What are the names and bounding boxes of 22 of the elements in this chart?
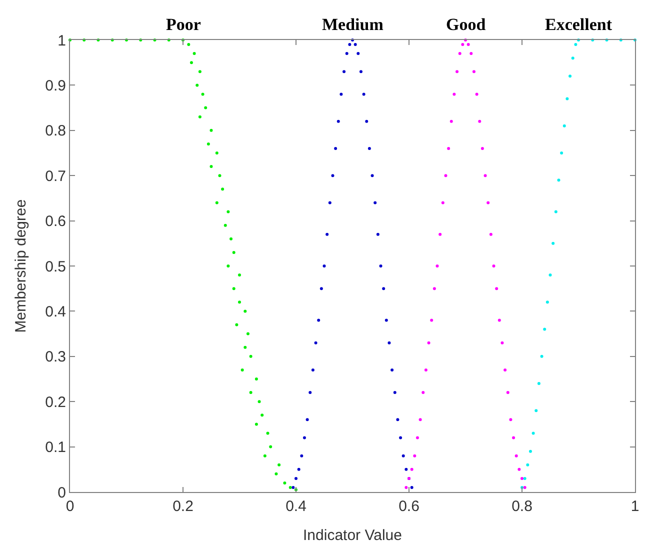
series-label: Poor (166, 15, 202, 34)
y-tick-label: 0.7 (45, 168, 66, 185)
y-tick-label: 0.9 (45, 77, 66, 94)
y-tick-label: 0.3 (45, 348, 66, 366)
x-tick-label: 1 (630, 498, 640, 515)
x-tick-label: 0.6 (398, 498, 420, 515)
y-tick-label: 0 (58, 484, 66, 502)
y-tick-label: 0.2 (45, 394, 66, 411)
y-tick-label: 0.1 (45, 439, 66, 456)
series-label: Excellent (545, 15, 612, 34)
y-tick-label: 0.4 (45, 303, 66, 320)
y-tick-label: 0.6 (45, 213, 66, 230)
y-tick-label: 0.5 (45, 258, 66, 276)
y-tick-label: 0.8 (45, 122, 66, 140)
series-label: Good (446, 15, 486, 34)
series-label: Medium (322, 15, 384, 34)
x-tick-label: 0.4 (286, 498, 306, 515)
y-axis-title: Membership degree (12, 199, 30, 333)
y-tick-label: 1 (58, 32, 66, 50)
x-axis-title: Indicator Value (303, 527, 402, 544)
x-tick-label: 0.2 (172, 498, 194, 515)
x-tick-label: 0.8 (512, 498, 532, 515)
